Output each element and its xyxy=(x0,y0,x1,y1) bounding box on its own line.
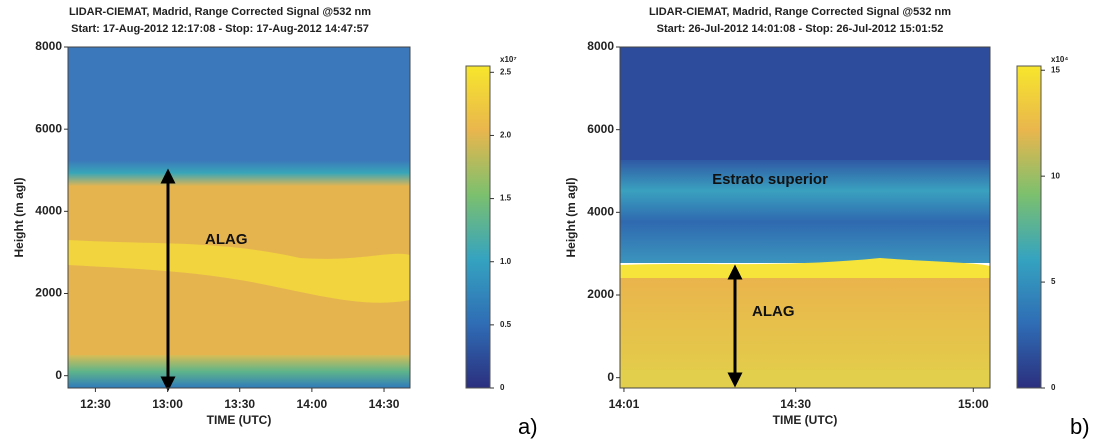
x-tick-label: 15:00 xyxy=(958,397,989,411)
y-tick-label: 8000 xyxy=(35,39,62,53)
y-tick-label: 0 xyxy=(55,368,62,382)
colorbar xyxy=(465,65,491,389)
x-tick-label: 12:30 xyxy=(80,397,111,411)
x-tick-label: 13:00 xyxy=(152,397,183,411)
x-tick-label: 14:30 xyxy=(369,397,400,411)
x-axis-label: TIME (UTC) xyxy=(207,413,272,427)
x-axis-label: TIME (UTC) xyxy=(773,413,838,427)
annotation: ALAG xyxy=(205,231,248,248)
plot-frame xyxy=(67,46,411,389)
x-tick-label: 14:01 xyxy=(609,397,640,411)
colorbar-tick-label: 2.0 xyxy=(500,131,512,140)
colorbar-tick-label: 0.5 xyxy=(500,320,512,329)
colorbar-tick-label: 0 xyxy=(500,383,505,392)
annotation: Estrato superior xyxy=(712,171,828,188)
plot-frame xyxy=(619,46,991,389)
colorbar-label: x10⁴ xyxy=(1051,55,1068,64)
colorbar-label: x10⁷ xyxy=(500,55,517,64)
y-tick-label: 8000 xyxy=(587,39,614,53)
heatmap-field-b xyxy=(620,47,990,388)
panel-label: b) xyxy=(1070,414,1090,439)
heatmap-field-a xyxy=(68,47,410,388)
y-tick-label: 6000 xyxy=(587,122,614,136)
y-tick-label: 2000 xyxy=(35,286,62,300)
y-tick-label: 6000 xyxy=(35,121,62,135)
colorbar-tick-label: 1.0 xyxy=(500,257,512,266)
colorbar xyxy=(1016,65,1042,389)
chart-title: LIDAR-CIEMAT, Madrid, Range Corrected Si… xyxy=(69,6,371,18)
chart-title: LIDAR-CIEMAT, Madrid, Range Corrected Si… xyxy=(649,6,951,18)
annotation: ALAG xyxy=(752,303,795,320)
colorbar-tick-label: 10 xyxy=(1051,171,1060,180)
colorbar-tick-label: 5 xyxy=(1051,277,1056,286)
chart-title: Start: 17-Aug-2012 12:17:08 - Stop: 17-A… xyxy=(71,23,369,35)
x-tick-label: 14:30 xyxy=(780,397,811,411)
colorbar-tick-label: 15 xyxy=(1051,65,1060,74)
y-tick-label: 4000 xyxy=(587,205,614,219)
colorbar-tick-label: 2.5 xyxy=(500,67,512,76)
x-tick-label: 14:00 xyxy=(297,397,328,411)
y-tick-label: 4000 xyxy=(35,204,62,218)
y-tick-label: 2000 xyxy=(587,287,614,301)
x-tick-label: 13:30 xyxy=(224,397,255,411)
y-axis-label: Height (m agl) xyxy=(564,177,578,257)
y-axis-label: Height (m agl) xyxy=(12,177,26,257)
chart-title: Start: 26-Jul-2012 14:01:08 - Stop: 26-J… xyxy=(657,23,944,35)
colorbar-tick-label: 0 xyxy=(1051,383,1056,392)
y-tick-label: 0 xyxy=(607,370,614,384)
colorbar-tick-label: 1.5 xyxy=(500,194,512,203)
panel-label: a) xyxy=(518,414,538,439)
